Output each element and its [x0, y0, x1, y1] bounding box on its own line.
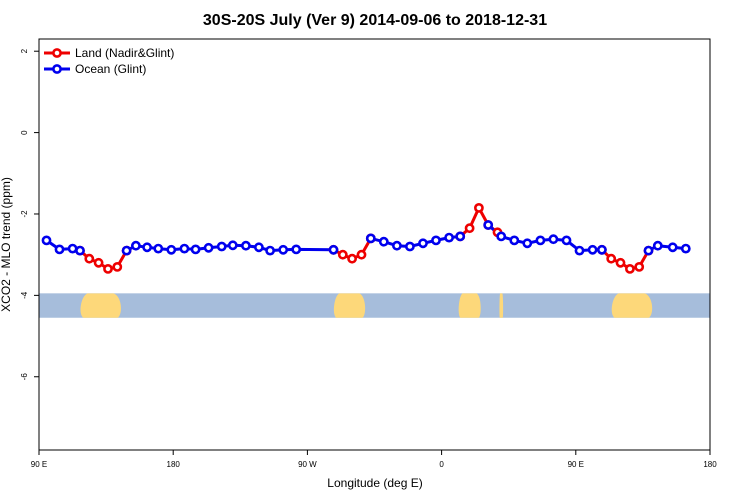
x-tick-label: 180: [703, 460, 717, 469]
data-point: [253, 242, 264, 253]
data-point: [41, 235, 52, 246]
data-point: [112, 261, 123, 272]
land-blob: [611, 293, 653, 318]
data-point: [93, 257, 104, 268]
data-point: [535, 235, 546, 246]
legend-item: Ocean (Glint): [44, 62, 146, 76]
data-point: [84, 253, 95, 264]
data-point: [615, 257, 626, 268]
data-point: [483, 220, 494, 230]
legend-label: Land (Nadir&Glint): [75, 46, 174, 60]
data-point: [190, 244, 201, 255]
data-point: [643, 245, 654, 256]
data-point: [291, 244, 302, 255]
data-point: [378, 236, 389, 247]
data-point: [522, 238, 533, 249]
legend-label: Ocean (Glint): [75, 62, 146, 76]
land-ocean-strip: [39, 293, 710, 318]
series-line: [647, 244, 686, 252]
x-tick-label: 90 E: [568, 460, 584, 469]
legend-marker: [52, 64, 62, 74]
data-point: [265, 245, 275, 256]
data-point: [278, 244, 289, 255]
data-point: [667, 242, 678, 253]
data-point: [121, 245, 132, 256]
data-point: [496, 231, 507, 242]
land-blob: [499, 293, 504, 318]
data-point: [356, 249, 367, 260]
y-axis-label: XCO2 - MLO trend (ppm): [0, 177, 13, 312]
data-point: [67, 243, 78, 254]
data-point: [455, 231, 466, 242]
chart-title: 30S-20S July (Ver 9) 2014-09-06 to 2018-…: [203, 12, 547, 29]
data-point: [548, 234, 559, 245]
data-point: [337, 249, 348, 260]
data-point: [130, 240, 141, 251]
ocean-band: [39, 293, 710, 318]
data-point: [597, 244, 607, 255]
data-point: [473, 202, 484, 213]
data-point: [652, 240, 663, 251]
data-point: [404, 241, 415, 252]
y-tick-label: 0: [20, 130, 29, 135]
x-tick-label: 90 E: [31, 460, 47, 469]
y-tick-label: -2: [20, 210, 29, 218]
data-point: [431, 235, 441, 246]
legend-item: Land (Nadir&Glint): [44, 46, 174, 60]
data-point: [216, 241, 227, 252]
data-point: [203, 242, 214, 253]
data-point: [103, 263, 113, 274]
data-point: [606, 253, 617, 264]
y-tick-label: -6: [20, 373, 29, 381]
data-point: [464, 223, 475, 234]
x-axis-label: Longitude (deg E): [327, 476, 422, 490]
land-blob: [333, 293, 366, 318]
points-ocean: [41, 220, 691, 256]
legend: Land (Nadir&Glint) Ocean (Glint): [44, 46, 174, 76]
x-tick-label: 180: [167, 460, 181, 469]
data-point: [153, 243, 164, 254]
data-point: [634, 261, 645, 272]
series-layer: [41, 202, 691, 274]
data-point: [179, 243, 190, 254]
x-axis: 90 E 180 90 W 0 90 E 180: [31, 450, 717, 469]
series-line: [125, 243, 334, 253]
data-point: [587, 244, 598, 255]
legend-marker: [52, 48, 62, 58]
data-point: [240, 240, 251, 251]
data-point: [365, 233, 376, 244]
data-point: [227, 240, 238, 251]
y-tick-label: 2: [20, 48, 29, 53]
x-tick-label: 0: [439, 460, 444, 469]
data-point: [509, 235, 520, 246]
data-point: [444, 232, 454, 243]
land-blob: [80, 293, 121, 318]
data-point: [166, 244, 177, 255]
series-line: [487, 223, 602, 253]
data-point: [347, 253, 357, 264]
data-point: [391, 240, 402, 251]
y-axis: 2 0 -2 -4 -6: [20, 48, 39, 380]
y-tick-label: -4: [20, 291, 29, 299]
data-point: [54, 244, 65, 255]
data-point: [142, 242, 152, 253]
data-point: [680, 243, 691, 254]
x-tick-label: 90 W: [298, 460, 317, 469]
data-point: [418, 238, 428, 249]
data-point: [328, 244, 339, 255]
data-point: [75, 245, 85, 256]
data-point: [625, 263, 635, 274]
data-point: [561, 235, 572, 246]
land-blob: [458, 293, 481, 318]
data-point: [574, 245, 585, 256]
plot-frame: [38, 38, 711, 451]
